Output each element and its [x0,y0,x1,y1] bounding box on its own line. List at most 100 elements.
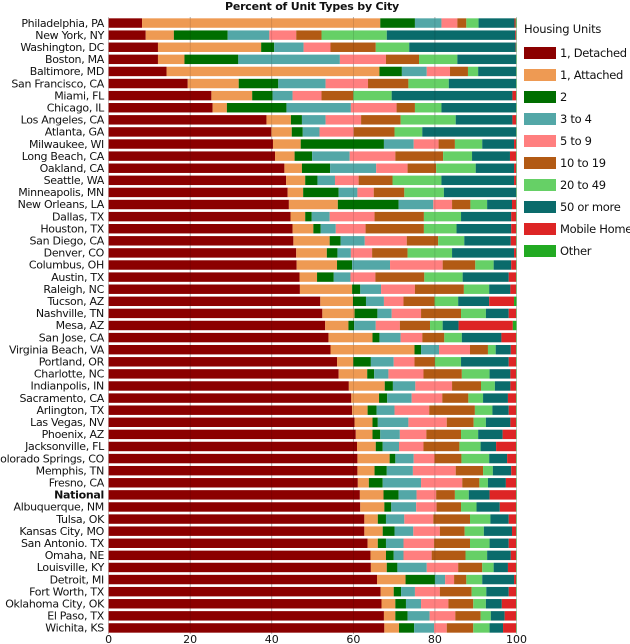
bar-segment [487,478,506,488]
category-label: Dallas, TX [52,210,105,223]
bar-segment [108,211,291,222]
bar-row [108,453,517,464]
bar-segment [462,272,509,282]
legend-item: 10 to 19 [524,152,630,174]
bar-segment [393,357,415,367]
bar-segment [510,381,517,391]
bar-segment [272,139,301,149]
bar-segment [459,441,481,452]
bar-segment [470,538,490,548]
bar-segment [385,54,420,65]
bar-segment [503,623,517,633]
bar-segment [379,332,401,343]
bar-segment [408,417,447,428]
bar-segment [493,562,508,573]
bar-row [108,502,517,512]
bar-segment [317,175,335,186]
bar-segment [405,574,435,585]
category-label: Oakland, CA [40,162,105,175]
bar-segment [443,151,473,161]
legend-label: 20 to 49 [560,178,606,192]
bar-segment [455,611,481,621]
bar-segment [303,42,331,52]
bar-segment [473,623,490,633]
legend-item: 50 or more [524,196,630,218]
category-label: Philadelphia, PA [21,17,104,30]
legend-item: 2 [524,86,630,108]
bar-segment [108,54,158,65]
bar-segment [352,296,366,307]
bar-row [108,103,517,113]
bar-segment [382,441,400,452]
bar-segment [329,211,375,222]
bar-row [108,332,517,343]
category-label: Chicago, IL [47,101,105,114]
bar-segment [514,175,517,186]
bar-segment [461,502,477,512]
bar-segment [482,139,515,149]
bar-segment [296,260,338,270]
bar-segment [108,248,297,258]
category-label: Fort Worth, TX [29,585,105,598]
bar-segment [386,465,413,476]
bar-segment [489,453,508,464]
bar-segment [301,163,331,173]
bar-segment [372,417,378,428]
bar-segment [384,623,400,633]
bar-segment [426,66,451,77]
bar-segment [414,284,464,294]
bar-segment [212,103,227,113]
bar-segment [434,296,459,307]
bar-segment [436,490,455,500]
bar-segment [510,417,517,428]
bar-row [108,562,517,573]
category-label: Houston, TX [40,222,104,235]
bar-row [108,248,517,258]
bar-segment [373,187,405,198]
bar-segment [416,502,437,512]
bar-segment [326,248,338,258]
bar-segment [434,623,447,633]
bar-row [108,369,517,379]
bar-segment [339,54,386,65]
category-label: Sacramento, CA [19,392,104,405]
bar-segment [320,224,336,234]
bar-segment [442,393,469,403]
bar-segment [353,357,371,367]
bar-segment [434,574,446,585]
bar-segment [380,18,415,28]
bar-segment [403,550,432,561]
bar-segment [312,151,350,161]
bar-segment [489,296,515,307]
bar-segment [340,236,365,246]
bar-segment [508,514,517,524]
bar-segment [464,236,511,246]
bar-segment [311,211,330,222]
bar-segment [108,332,329,343]
category-label: Memphis, TN [36,464,104,477]
bar-row [108,586,517,597]
bar-segment [376,405,395,415]
bar-segment [444,332,462,343]
category-label: Los Angeles, CA [21,114,105,127]
bar-segment [381,284,415,294]
bar-segment [508,586,517,597]
bar-segment [108,599,382,609]
bar-segment [436,163,476,173]
bar-segment [463,284,490,294]
bar-segment [385,550,394,561]
bar-segment [376,163,408,173]
bar-segment [470,514,491,524]
bar-segment [375,441,383,452]
bar-segment [108,490,360,500]
category-label: Oklahoma City, OK [5,597,105,610]
bar-segment [470,344,488,355]
legend-swatch [524,135,556,147]
bar-row [108,199,517,210]
bar-segment [108,344,331,355]
bar-segment [393,586,402,597]
bar-segment [287,187,304,198]
bar-row [108,381,517,391]
bar-segment [398,199,434,210]
bar-segment [483,465,493,476]
